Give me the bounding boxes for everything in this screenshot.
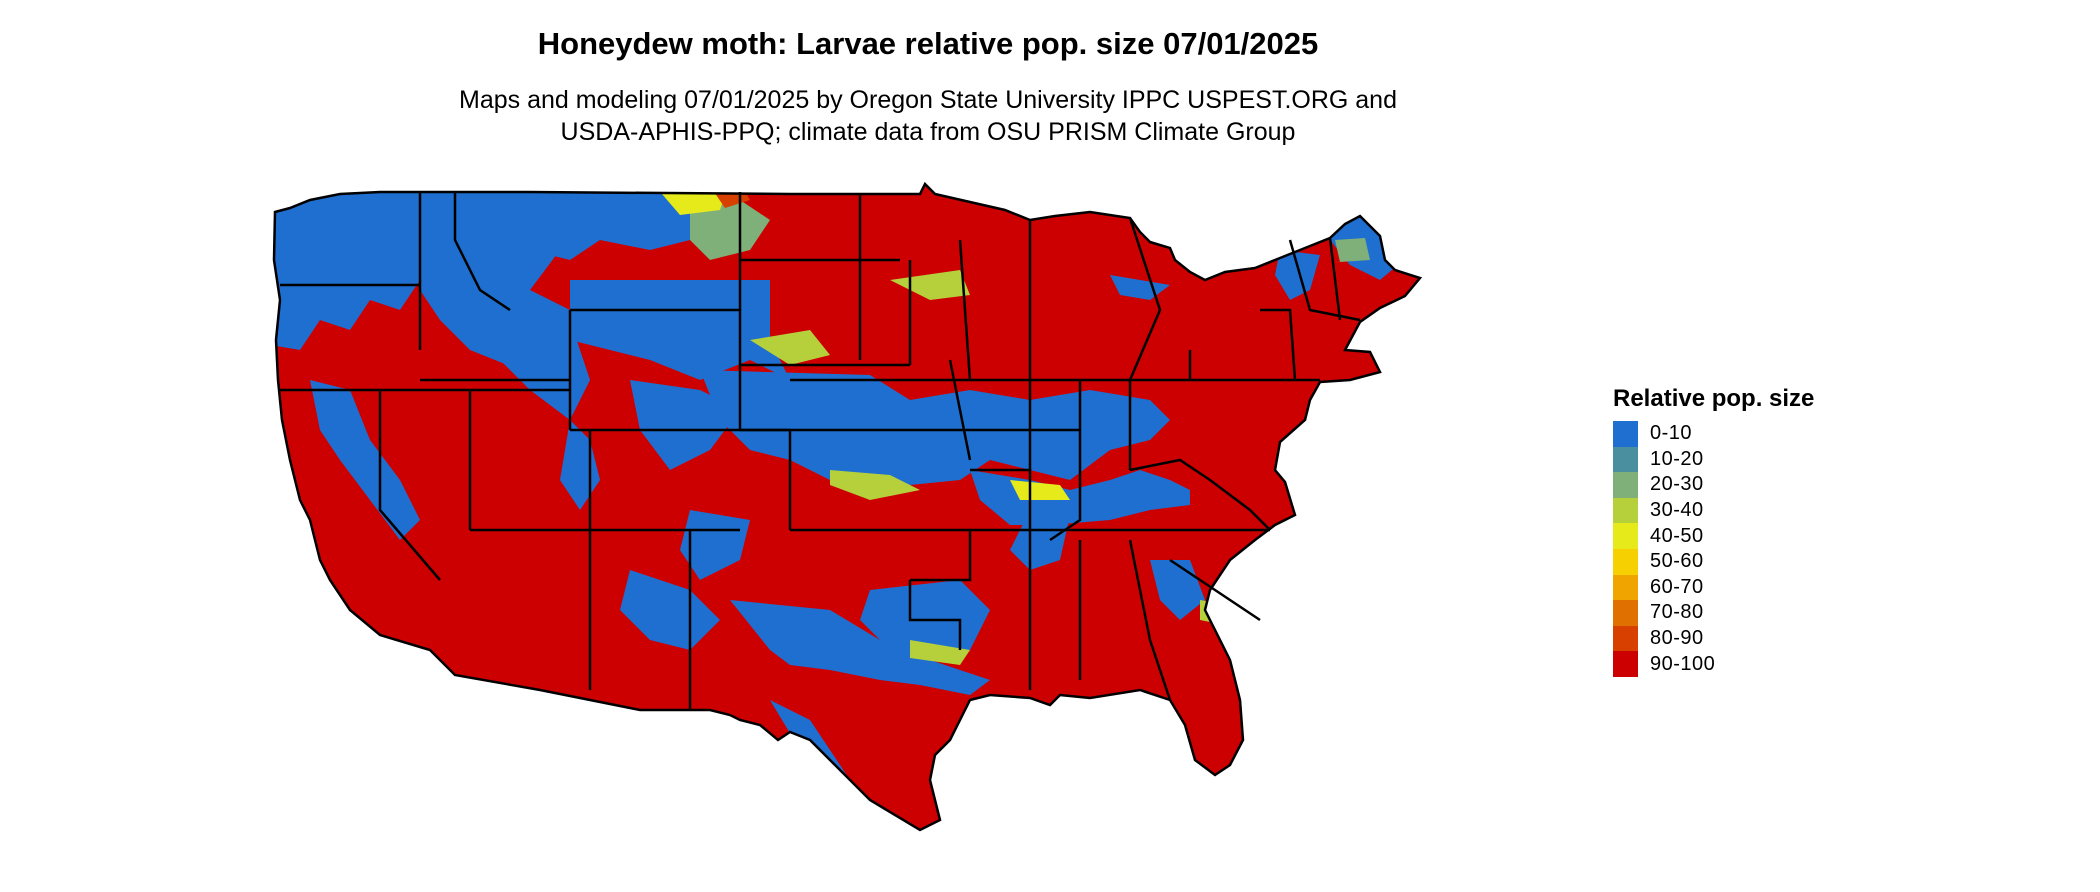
legend-swatch	[1613, 421, 1638, 447]
legend-title: Relative pop. size	[1613, 385, 1815, 412]
legend-item: 40-50	[1613, 523, 1814, 549]
legend-label: 80-90	[1650, 627, 1704, 650]
legend-item: 90-100	[1613, 651, 1814, 677]
legend-item: 80-90	[1613, 625, 1814, 652]
legend-swatch	[1613, 497, 1638, 524]
legend-swatch	[1613, 574, 1638, 601]
legend-swatch	[1613, 600, 1638, 626]
legend-items: 0-10 10-20 20-30 30-40 40-50 50-60 60-70 70-80 8…	[1613, 421, 1814, 677]
subtitle-line-2: USDA-APHIS-PPQ; climate data from OSU PR…	[560, 118, 1296, 146]
state-borders	[272, 181, 1423, 832]
legend-label: 0-10	[1650, 422, 1693, 445]
legend-swatch	[1613, 548, 1638, 575]
legend-item: 50-60	[1613, 548, 1814, 575]
legend-swatch	[1613, 446, 1638, 473]
legend-item: 30-40	[1613, 497, 1814, 524]
legend-item: 10-20	[1613, 446, 1814, 473]
legend-label: 50-60	[1650, 550, 1704, 573]
legend-item: 0-10	[1613, 421, 1814, 447]
legend-item: 70-80	[1613, 600, 1814, 626]
legend-swatch	[1613, 472, 1638, 498]
subtitle-line-1: Maps and modeling 07/01/2025 by Oregon S…	[459, 86, 1397, 114]
map-subtitle: Maps and modeling 07/01/2025 by Oregon S…	[0, 84, 1856, 148]
legend-label: 60-70	[1650, 575, 1704, 598]
legend-label: 10-20	[1650, 447, 1704, 470]
legend-item: 60-70	[1613, 574, 1814, 601]
legend-label: 70-80	[1650, 601, 1704, 624]
map-title: Honeydew moth: Larvae relative pop. size…	[537, 26, 1319, 61]
legend-swatch	[1613, 523, 1638, 549]
legend-swatch	[1613, 625, 1638, 652]
legend-label: 20-30	[1650, 473, 1704, 496]
legend-item: 20-30	[1613, 472, 1814, 498]
risk-surface	[274, 184, 1420, 830]
legend: Relative pop. size 0-10 10-20 20-30 30-40 40…	[1613, 385, 1814, 677]
legend-swatch	[1613, 651, 1638, 677]
legend-label: 40-50	[1650, 524, 1704, 547]
legend-label: 90-100	[1650, 652, 1716, 675]
legend-label: 30-40	[1650, 499, 1704, 522]
us-risk-map	[272, 181, 1423, 832]
